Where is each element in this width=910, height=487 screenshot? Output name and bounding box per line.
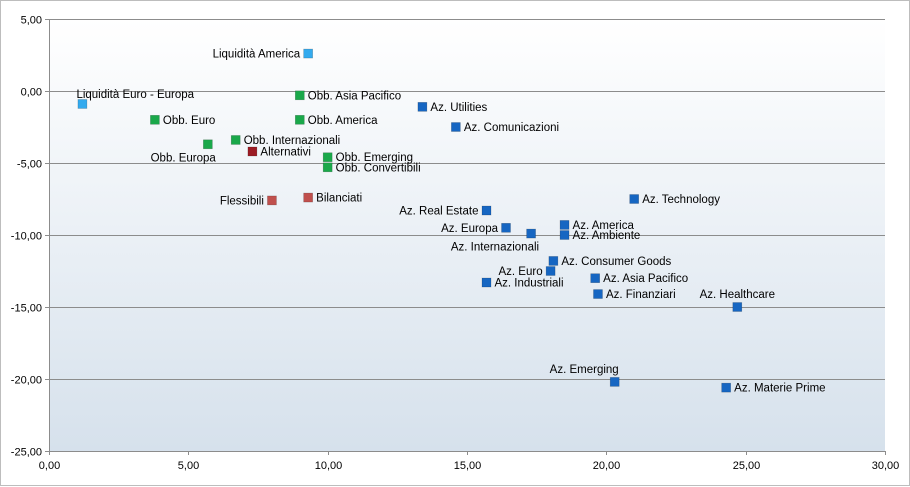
data-point xyxy=(590,273,600,284)
data-point xyxy=(303,48,313,59)
data-point xyxy=(593,289,603,299)
data-label: Obb. Emerging xyxy=(336,152,413,164)
data-point xyxy=(294,90,305,101)
data-point xyxy=(559,220,570,230)
data-label: Az. Industriali xyxy=(495,278,564,290)
data-label: Az. Emerging xyxy=(550,364,619,376)
data-label: Bilanciati xyxy=(316,193,362,205)
data-label: Alternativi xyxy=(260,146,311,158)
data-label: Az. Finanziari xyxy=(606,289,676,301)
data-label: Az. Healthcare xyxy=(700,289,775,301)
y-tick-label: -25,00 xyxy=(11,447,42,459)
data-point xyxy=(77,99,88,109)
data-point xyxy=(451,122,461,132)
y-tick-label: -20,00 xyxy=(11,375,42,387)
x-tick-label: 20,00 xyxy=(593,460,621,472)
data-point xyxy=(150,115,160,125)
x-tick-label: 10,00 xyxy=(315,460,343,472)
x-tick-label: 30,00 xyxy=(872,460,900,472)
data-label: Obb. Convertibili xyxy=(336,162,421,174)
data-point xyxy=(481,277,492,288)
data-label: Az. Real Estate xyxy=(399,206,478,218)
data-point xyxy=(629,194,640,204)
y-tick-label: -10,00 xyxy=(11,231,42,243)
data-point xyxy=(230,135,241,145)
data-point xyxy=(721,382,731,393)
data-label: Az. Technology xyxy=(642,194,720,206)
data-label: Obb. Europa xyxy=(151,152,217,164)
y-tick-label: -15,00 xyxy=(11,303,42,315)
data-point xyxy=(732,302,743,312)
x-tick-label: 5,00 xyxy=(178,460,199,472)
data-label: Liquidità Euro - Europa xyxy=(76,89,194,101)
data-point xyxy=(609,377,620,387)
data-label: Liquidità America xyxy=(213,49,301,61)
x-tick-label: 0,00 xyxy=(39,460,60,472)
data-label: Obb. Euro xyxy=(163,115,215,127)
data-point xyxy=(545,266,556,276)
axes xyxy=(45,19,886,455)
y-tick-label: -5,00 xyxy=(17,159,42,171)
data-point xyxy=(417,102,428,112)
data-point xyxy=(322,162,333,173)
data-label: Obb. Internazionali xyxy=(244,135,341,147)
data-points: Liquidità America Liquidità Euro - Europa… xyxy=(76,49,825,395)
data-label: Az. Materie Prime xyxy=(734,383,825,395)
y-tick-label: 5,00 xyxy=(21,15,42,27)
data-label: Az. Internazionali xyxy=(451,242,539,254)
x-tick-label: 25,00 xyxy=(733,460,761,472)
data-point xyxy=(548,256,559,266)
data-label: Az. Comunicazioni xyxy=(464,122,559,134)
data-point xyxy=(322,152,333,163)
data-label: Obb. Asia Pacifico xyxy=(308,90,401,102)
y-tick-label: 0,00 xyxy=(21,87,42,99)
tick-labels: 5,000,00-5,00-10,00-15,00-20,00-25,000,0… xyxy=(11,15,899,473)
data-label: Az. Euro xyxy=(498,266,542,278)
data-label: Obb. America xyxy=(308,115,378,127)
data-label: Flessibili xyxy=(220,195,264,207)
data-label: Az. Consumer Goods xyxy=(561,256,671,268)
data-point xyxy=(481,205,492,216)
data-point xyxy=(203,139,213,150)
data-point xyxy=(303,192,313,203)
x-tick-label: 15,00 xyxy=(454,460,482,472)
data-point xyxy=(294,115,305,125)
data-label: Az. Utilities xyxy=(430,102,487,114)
data-point xyxy=(526,228,536,239)
data-label: Az. America xyxy=(573,220,635,232)
data-point xyxy=(559,230,570,240)
data-label: Az. Europa xyxy=(441,223,498,235)
data-label: Az. Ambiente xyxy=(573,230,641,242)
data-point xyxy=(267,195,277,206)
data-label: Az. Asia Pacifico xyxy=(603,273,688,285)
data-point xyxy=(501,223,511,233)
data-point xyxy=(247,146,258,157)
